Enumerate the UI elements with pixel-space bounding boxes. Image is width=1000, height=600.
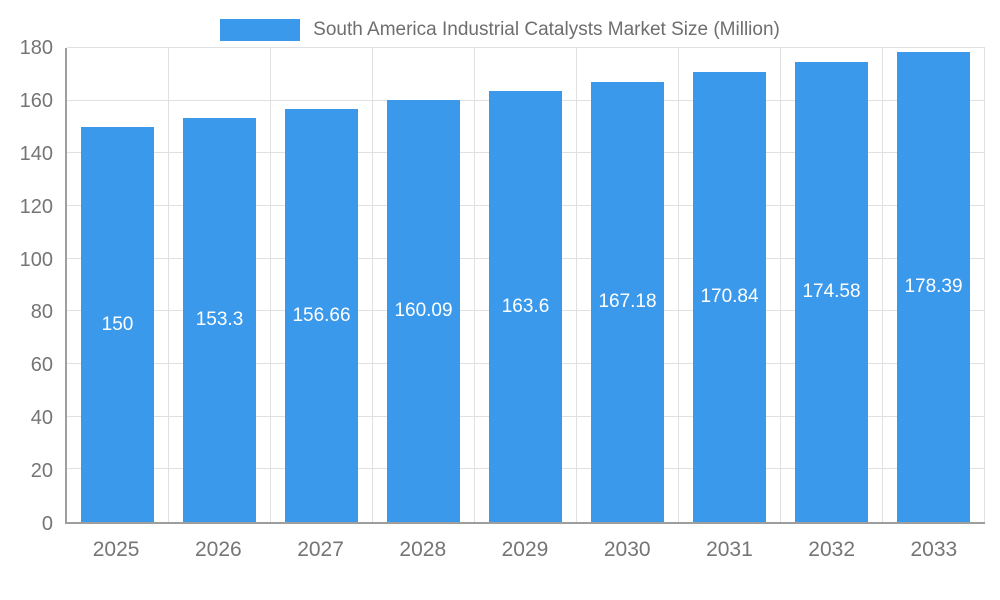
bar-2032: 174.58 [794,62,869,522]
y-tick-label: 100 [19,248,53,271]
x-tick-label: 2026 [194,538,242,561]
x-tick-label: 2027 [297,538,344,561]
bar-2029: 163.6 [488,91,563,522]
chart-legend: South America Industrial Catalysts Marke… [0,0,1000,42]
x-axis: 2025 2026 2027 2028 2029 2030 2031 2032 2033 [0,538,1000,562]
bar-value-label: 160.09 [394,300,453,322]
x-tick-label: 2030 [603,538,651,561]
y-tick-label: 80 [30,301,53,324]
gridline [67,47,985,48]
bar-2030: 167.18 [590,81,665,522]
y-tick-label: 60 [30,354,53,377]
chart-title: South America Industrial Catalysts Marke… [313,18,780,40]
bar-slot: 170.84 [679,48,781,522]
x-tick-label: 2032 [808,538,855,561]
bar-value-label: 167.18 [598,290,657,312]
bar-value-label: 178.39 [904,276,963,298]
bar-value-label: 156.66 [292,304,351,326]
bar-2026: 153.3 [182,118,257,522]
bar-value-label: 153.3 [195,309,244,331]
y-tick-label: 20 [30,460,53,483]
bar-2028: 160.09 [386,100,461,522]
bar-slot: 160.09 [373,48,475,522]
y-tick-label: 40 [30,407,53,430]
y-tick-label: 120 [19,195,53,218]
bar-2027: 156.66 [284,109,359,522]
x-tick-label: 2033 [910,538,958,561]
x-tick-label: 2025 [92,538,140,561]
y-tick-label: 180 [19,37,53,59]
bar-slot: 156.66 [271,48,373,522]
bar-slot: 178.39 [883,48,985,522]
y-tick-label: 140 [19,142,53,165]
legend-swatch [220,18,301,41]
y-tick-label: 0 [41,513,53,535]
bar-value-label: 163.6 [501,295,550,317]
bar-slot: 153.3 [169,48,271,522]
bar-value-label: 170.84 [700,286,759,308]
y-tick-label: 160 [19,89,53,112]
bar-slot: 163.6 [475,48,577,522]
plot-area: 150 153.3 156.66 160.09 163.6 167.18 170.84 174… [65,47,985,524]
bars-row: 150 153.3 156.66 160.09 163.6 167.18 170.84 174… [67,48,985,522]
bar-slot: 150 [67,48,169,522]
bar-2031: 170.84 [692,72,767,522]
bar-value-label: 150 [101,313,134,335]
bar-2025: 150 [80,127,155,522]
bar-slot: 167.18 [577,48,679,522]
x-tick-label: 2029 [501,538,549,561]
bar-2033: 178.39 [896,52,971,522]
chart-body: 0 20 40 60 80 100 120 140 160 180 150 153.3 156.66 1… [0,38,1000,534]
bar-slot: 174.58 [781,48,883,522]
x-tick-label: 2031 [706,538,753,561]
y-axis: 0 20 40 60 80 100 120 140 160 180 [0,38,65,534]
bar-value-label: 174.58 [802,281,861,303]
x-tick-label: 2028 [399,538,447,561]
